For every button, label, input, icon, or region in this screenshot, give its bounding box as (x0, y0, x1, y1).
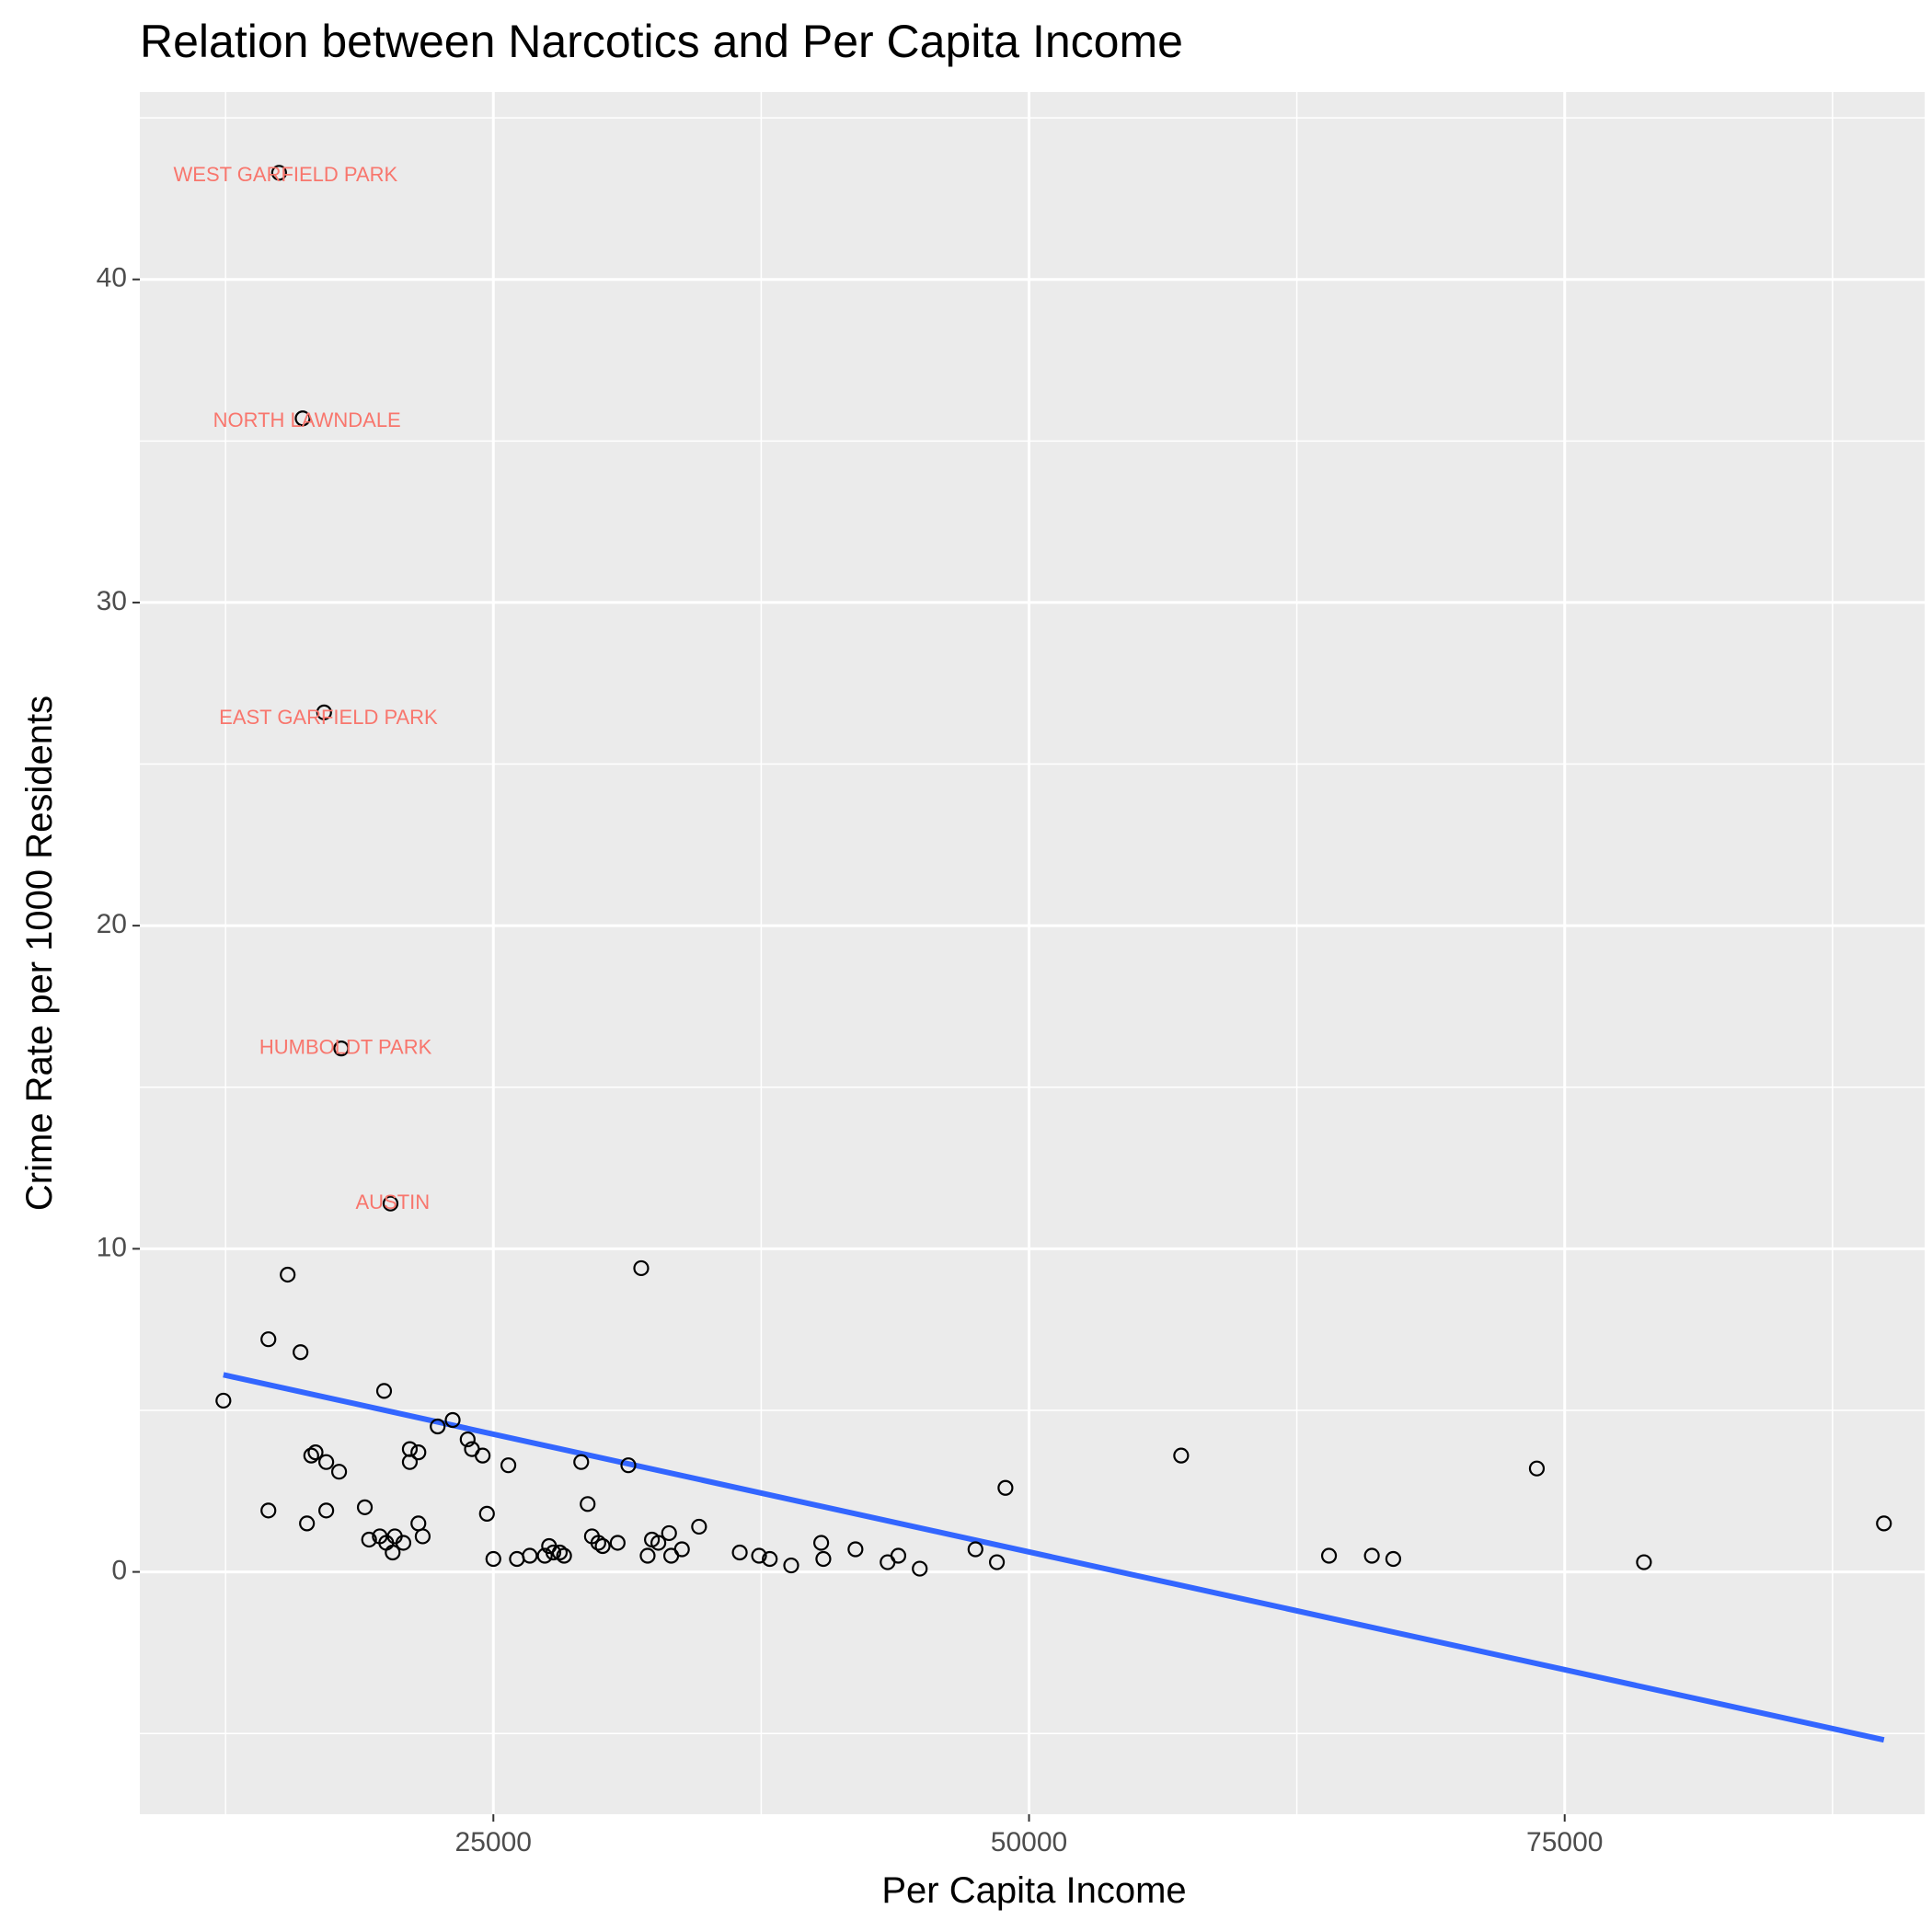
data-point (815, 1550, 832, 1568)
data-point (633, 1259, 650, 1277)
data-point (356, 1499, 374, 1515)
data-point (661, 1524, 677, 1542)
data-point (1173, 1447, 1190, 1464)
axes: 25000 50000 75000 0 10 20 30 40 (97, 263, 1604, 1857)
data-point (280, 1266, 296, 1283)
data-point (1385, 1550, 1402, 1568)
data-point (299, 1515, 316, 1532)
y-tick-label: 30 (97, 586, 127, 616)
data-point (1320, 1547, 1338, 1564)
data-point (385, 1544, 401, 1561)
data-point (395, 1535, 412, 1551)
data-point (475, 1447, 491, 1464)
point-label: NORTH LAWNDALE (213, 408, 401, 431)
data-point (691, 1518, 707, 1535)
data-point (333, 1041, 350, 1057)
data-point (590, 1535, 606, 1551)
data-point (545, 1544, 562, 1561)
point-label: AUSTIN (355, 1190, 430, 1213)
data-point (673, 1541, 690, 1558)
y-tick-label: 20 (97, 909, 127, 939)
data-point (751, 1547, 767, 1564)
data-point (444, 1411, 461, 1429)
x-axis-title: Per Capita Income (881, 1870, 1186, 1911)
chart-title: Relation between Narcotics and Per Capit… (140, 16, 1183, 67)
x-tick-label: 25000 (455, 1827, 532, 1857)
data-point (410, 1444, 427, 1461)
data-point (500, 1457, 517, 1474)
panel-background (140, 92, 1925, 1814)
data-point (890, 1547, 907, 1564)
data-point (731, 1544, 748, 1561)
plot-panel (140, 92, 1925, 1814)
data-point (912, 1560, 928, 1577)
data-point (536, 1547, 553, 1564)
data-point (639, 1547, 656, 1564)
data-point (1636, 1554, 1652, 1570)
data-point (594, 1537, 611, 1555)
data-point (260, 1502, 277, 1519)
data-point (293, 1344, 309, 1361)
trend-line-group (223, 1372, 1885, 1743)
data-point (573, 1454, 590, 1470)
data-point (783, 1557, 799, 1574)
data-point (1528, 1460, 1546, 1477)
data-point (414, 1528, 431, 1545)
point-labels: WEST GARFIELD PARK NORTH LAWNDALE EAST GAR… (174, 163, 439, 1213)
data-point (1363, 1547, 1380, 1564)
data-point (430, 1418, 446, 1435)
data-point (361, 1531, 377, 1548)
data-point (650, 1535, 667, 1551)
data-point (303, 1447, 319, 1464)
data-point (997, 1479, 1014, 1496)
data-point (967, 1541, 983, 1558)
data-point (459, 1431, 476, 1448)
y-tick-label: 40 (97, 263, 127, 293)
data-point (215, 1392, 232, 1409)
data-point (485, 1550, 501, 1568)
point-label: HUMBOLDT PARK (259, 1035, 432, 1058)
grid-lines (140, 92, 1925, 1814)
data-points (215, 165, 1892, 1577)
data-point (382, 1195, 399, 1212)
data-point (401, 1454, 419, 1470)
data-point (813, 1535, 830, 1551)
trend-line (223, 1372, 1885, 1743)
data-point (260, 1331, 277, 1348)
data-point (556, 1547, 572, 1564)
data-point (330, 1464, 348, 1480)
data-point (294, 410, 311, 427)
data-point (1876, 1515, 1892, 1532)
data-point (620, 1457, 637, 1474)
data-point (316, 704, 332, 720)
data-point (847, 1541, 864, 1558)
data-point (270, 165, 287, 181)
y-tick-label: 0 (111, 1556, 127, 1586)
data-point (609, 1535, 626, 1551)
data-point (522, 1547, 538, 1564)
point-label: EAST GARFIELD PARK (219, 706, 438, 729)
data-point (307, 1444, 324, 1461)
data-point (551, 1544, 569, 1561)
x-tick-label: 75000 (1526, 1827, 1603, 1857)
data-point (762, 1550, 778, 1568)
data-point (318, 1454, 335, 1470)
data-point (478, 1505, 495, 1522)
point-label: WEST GARFIELD PARK (174, 163, 398, 186)
data-point (318, 1502, 335, 1519)
data-point (988, 1554, 1006, 1570)
data-point (580, 1496, 596, 1512)
y-axis-title: Crime Rate per 1000 Residents (19, 696, 60, 1211)
y-tick-label: 10 (97, 1232, 127, 1262)
data-point (375, 1383, 393, 1399)
x-tick-label: 50000 (991, 1827, 1067, 1857)
